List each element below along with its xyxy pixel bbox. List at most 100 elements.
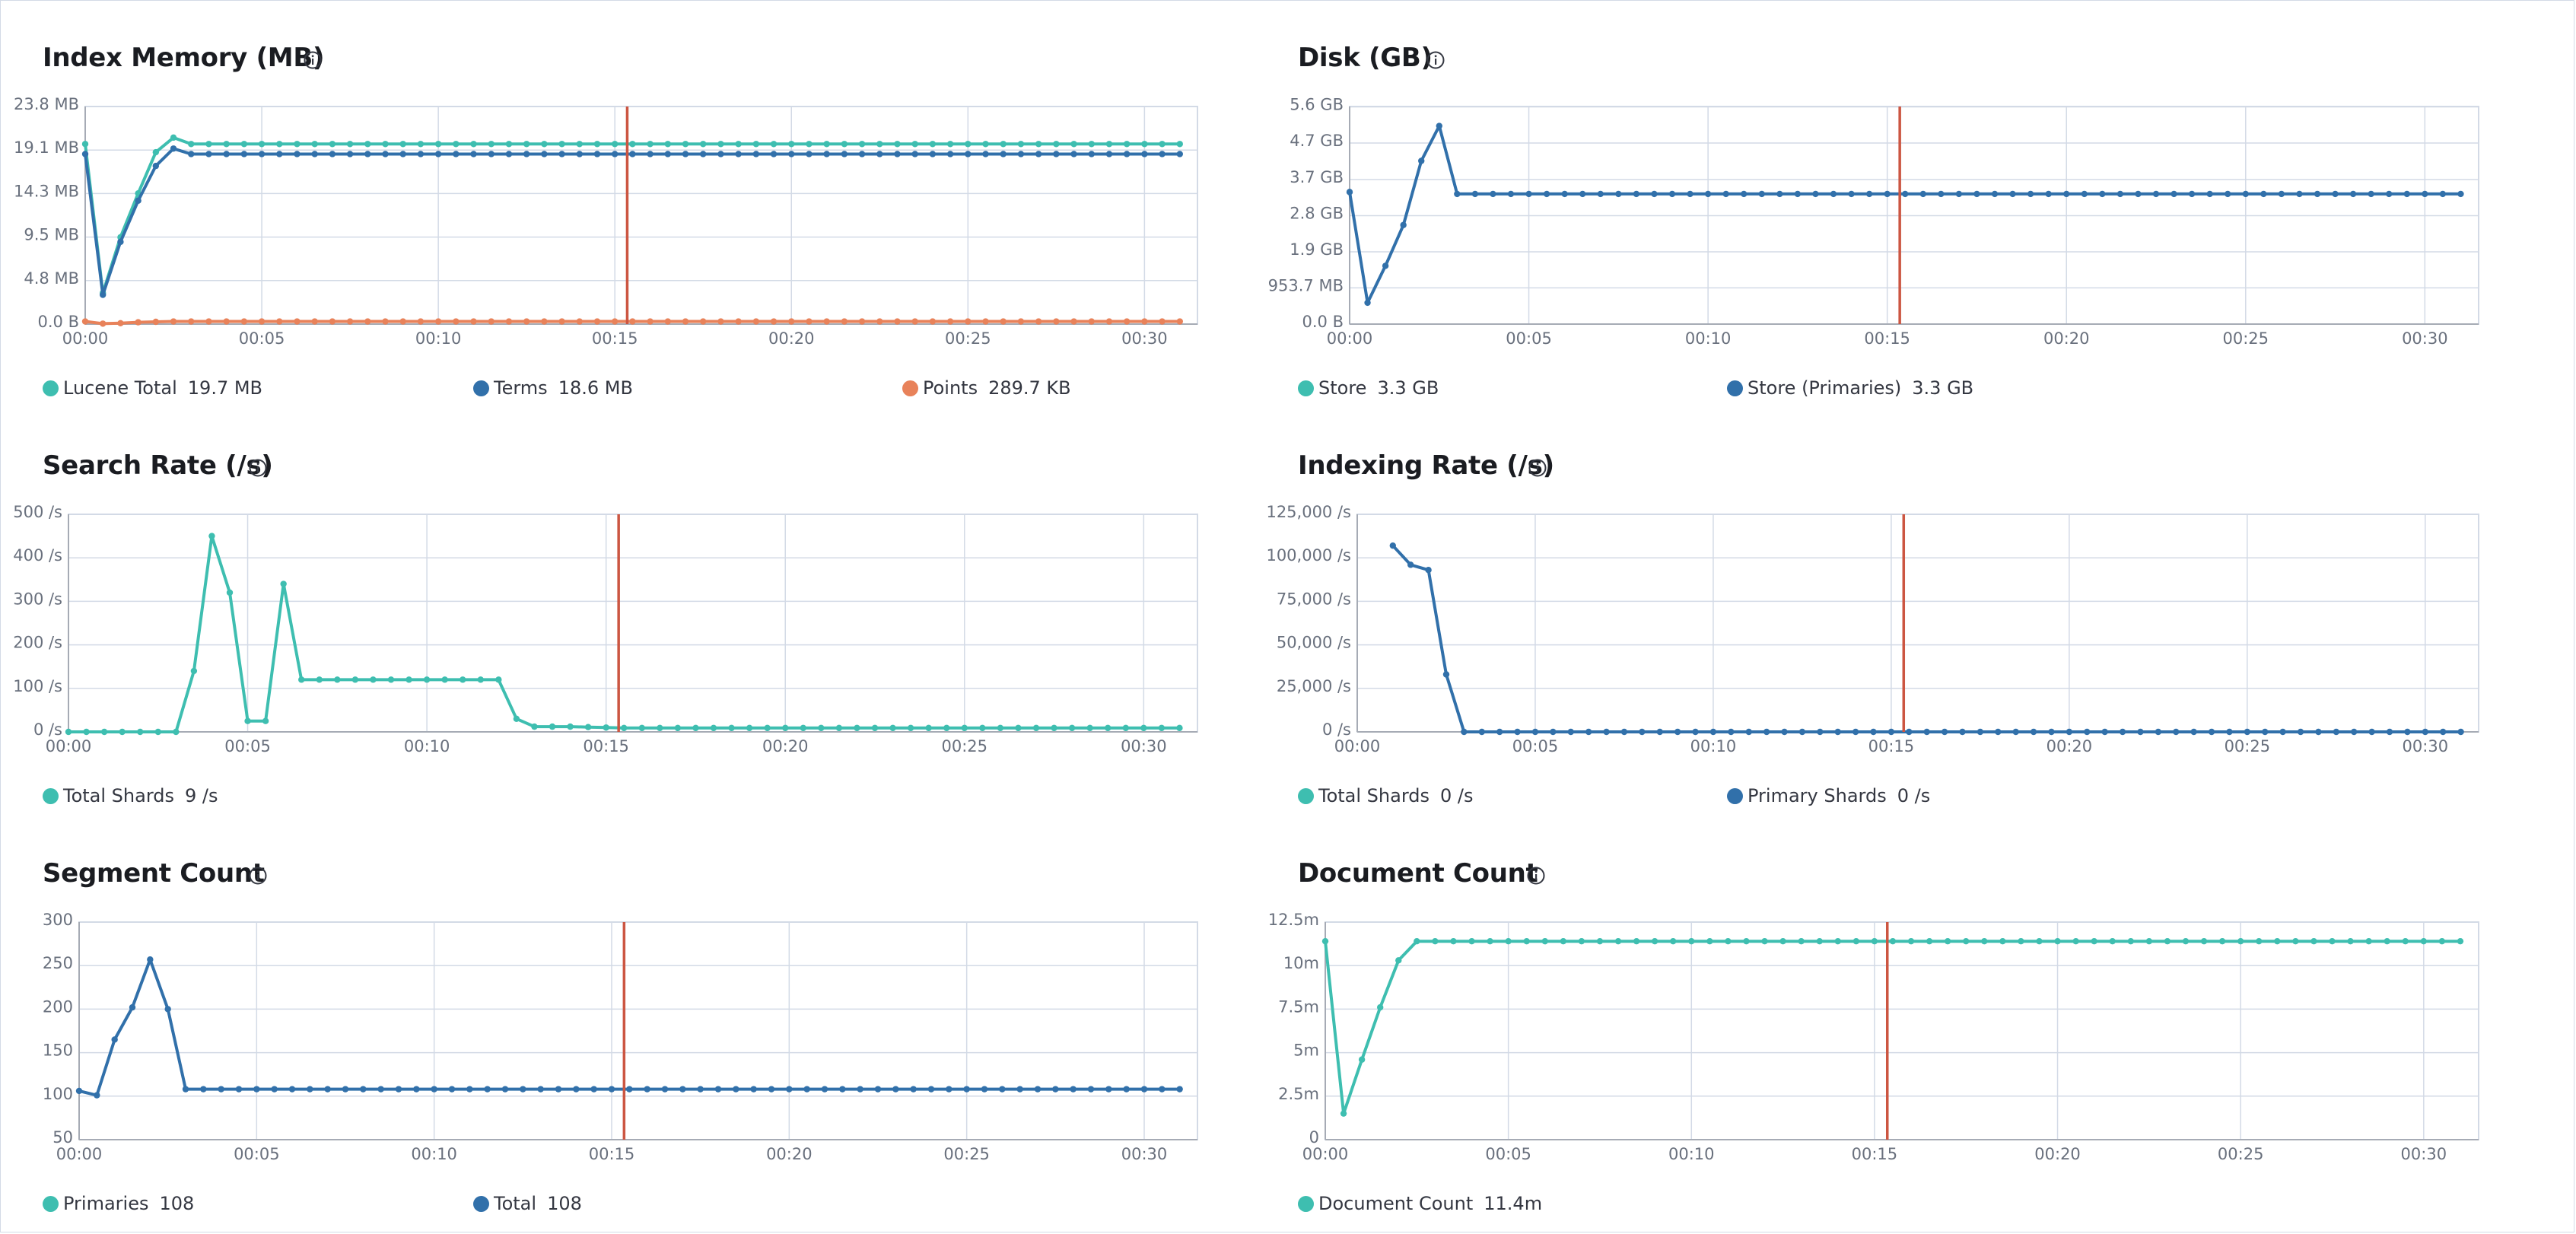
data-point	[311, 141, 318, 148]
data-point	[262, 717, 269, 724]
data-point	[1123, 141, 1131, 148]
data-point	[329, 318, 336, 325]
data-point	[395, 1086, 402, 1092]
data-point	[894, 318, 901, 325]
series-line	[1324, 940, 2460, 1115]
data-point	[929, 151, 937, 157]
data-point	[657, 724, 663, 732]
legend-item-total-shards[interactable]: Total Shards 0 /s	[1298, 785, 1474, 806]
data-point	[1728, 728, 1735, 736]
data-point	[858, 141, 866, 148]
data-point	[1887, 728, 1895, 736]
legend-item-total-shards[interactable]: Total Shards 9 /s	[43, 785, 218, 806]
data-point	[788, 151, 795, 157]
data-point	[2402, 937, 2409, 945]
data-point	[1395, 957, 1402, 964]
legend-value: 19.7 MB	[187, 377, 263, 399]
info-circle-icon[interactable]	[1528, 458, 1547, 478]
data-point	[1999, 937, 2006, 945]
data-point	[823, 151, 830, 157]
data-point	[346, 141, 354, 148]
data-point	[226, 589, 234, 596]
data-point	[1400, 221, 1407, 228]
legend-item-total[interactable]: Total 108	[473, 1193, 582, 1214]
data-point	[2063, 190, 2070, 198]
legend-item-store[interactable]: Store 3.3 GB	[1298, 377, 1439, 399]
data-point	[2206, 190, 2213, 198]
data-point	[549, 723, 556, 730]
data-point	[334, 676, 341, 683]
data-point	[1871, 937, 1878, 945]
disk-chart[interactable]: 0.0 B 953.7 MB 1.9 GB 2.8 GB 3.7 GB 4.7 GB 5.6…	[1267, 43, 2503, 361]
y-tick-label: 125,000 /s	[1266, 503, 1351, 521]
data-point	[423, 676, 431, 683]
search-rate-chart[interactable]: 0 /s 100 /s 200 /s 300 /s 400 /s 500 /s 00:00 0…	[12, 450, 1214, 768]
data-point	[735, 151, 742, 157]
document-count-chart[interactable]: 0 2.5m 5m 7.5m 10m 12.5m 00:00 00:05 00:10 00:15 0…	[1267, 858, 2503, 1176]
data-point	[735, 318, 742, 325]
info-circle-icon[interactable]	[303, 50, 323, 70]
data-point	[360, 1086, 367, 1092]
x-tick-label: 00:15	[1868, 737, 1915, 755]
data-point	[2137, 728, 2144, 736]
x-tick-label: 00:20	[768, 329, 815, 348]
legend-label: Primary Shards	[1748, 785, 1887, 806]
data-point	[965, 141, 972, 148]
data-point	[1687, 190, 1693, 198]
info-circle-icon[interactable]	[1426, 50, 1445, 70]
data-point	[1779, 937, 1786, 945]
legend-item-lucene-total[interactable]: Lucene Total 19.7 MB	[43, 377, 262, 399]
info-circle-icon[interactable]	[248, 458, 268, 478]
legend-value: 0 /s	[1440, 785, 1474, 806]
data-point	[311, 318, 318, 325]
legend-item-primaries[interactable]: Primaries 108	[43, 1193, 194, 1214]
x-tick-label: 00:10	[1690, 737, 1737, 755]
data-point	[1651, 937, 1658, 945]
data-point	[453, 318, 460, 325]
data-point	[413, 1086, 420, 1092]
y-tick-label: 953.7 MB	[1268, 276, 1344, 294]
data-point	[484, 1086, 491, 1092]
legend-item-store-primaries[interactable]: Store (Primaries) 3.3 GB	[1727, 377, 1973, 399]
plot-area	[84, 106, 1198, 325]
legend-label: Primaries	[63, 1193, 149, 1214]
indexing-rate-chart[interactable]: 0 /s 25,000 /s 50,000 /s 75,000 /s 100,000 /…	[1266, 450, 2503, 768]
data-point	[2347, 937, 2354, 945]
data-point	[717, 151, 724, 157]
data-point	[434, 141, 442, 148]
data-point	[280, 580, 287, 587]
x-tick-label: 00:30	[2402, 329, 2448, 348]
index-memory-chart[interactable]: 0.0 B 4.8 MB 9.5 MB 14.3 MB 19.1 MB 23.8 MB 00…	[12, 43, 1214, 361]
data-point	[576, 151, 583, 157]
data-point	[894, 151, 901, 157]
legend-item-primary-shards[interactable]: Primary Shards 0 /s	[1727, 785, 1930, 806]
data-point	[647, 318, 654, 325]
data-point	[839, 1086, 846, 1092]
data-point	[2349, 190, 2357, 198]
data-point	[1763, 728, 1770, 736]
data-point	[477, 676, 484, 683]
data-point	[943, 724, 950, 732]
data-point	[999, 1086, 1006, 1092]
data-point	[382, 141, 389, 148]
segment-count-chart[interactable]: 50 100 150 200 250 300 00:00 00:05 00:10 00:15 00:…	[12, 858, 1214, 1176]
info-circle-icon[interactable]	[248, 866, 268, 886]
data-point	[294, 151, 301, 157]
data-point	[573, 1086, 580, 1092]
legend-label: Points	[923, 377, 978, 399]
data-point	[1105, 141, 1113, 148]
data-point	[1490, 190, 1496, 198]
legend-item-points[interactable]: Points 289.7 KB	[902, 377, 1071, 399]
x-tick-label: 00:05	[1506, 329, 1552, 348]
data-point	[1140, 724, 1147, 732]
data-point	[1376, 1003, 1384, 1011]
data-point	[240, 141, 248, 148]
x-tick-label: 00:05	[239, 329, 285, 348]
x-tick-label: 00:25	[2223, 329, 2269, 348]
info-circle-icon[interactable]	[1526, 866, 1546, 886]
y-tick-label: 0 /s	[33, 720, 62, 739]
legend-item-document-count[interactable]: Document Count 11.4m	[1298, 1193, 1542, 1214]
data-point	[710, 724, 717, 732]
legend-item-terms[interactable]: Terms 18.6 MB	[473, 377, 633, 399]
data-point	[2420, 937, 2428, 945]
